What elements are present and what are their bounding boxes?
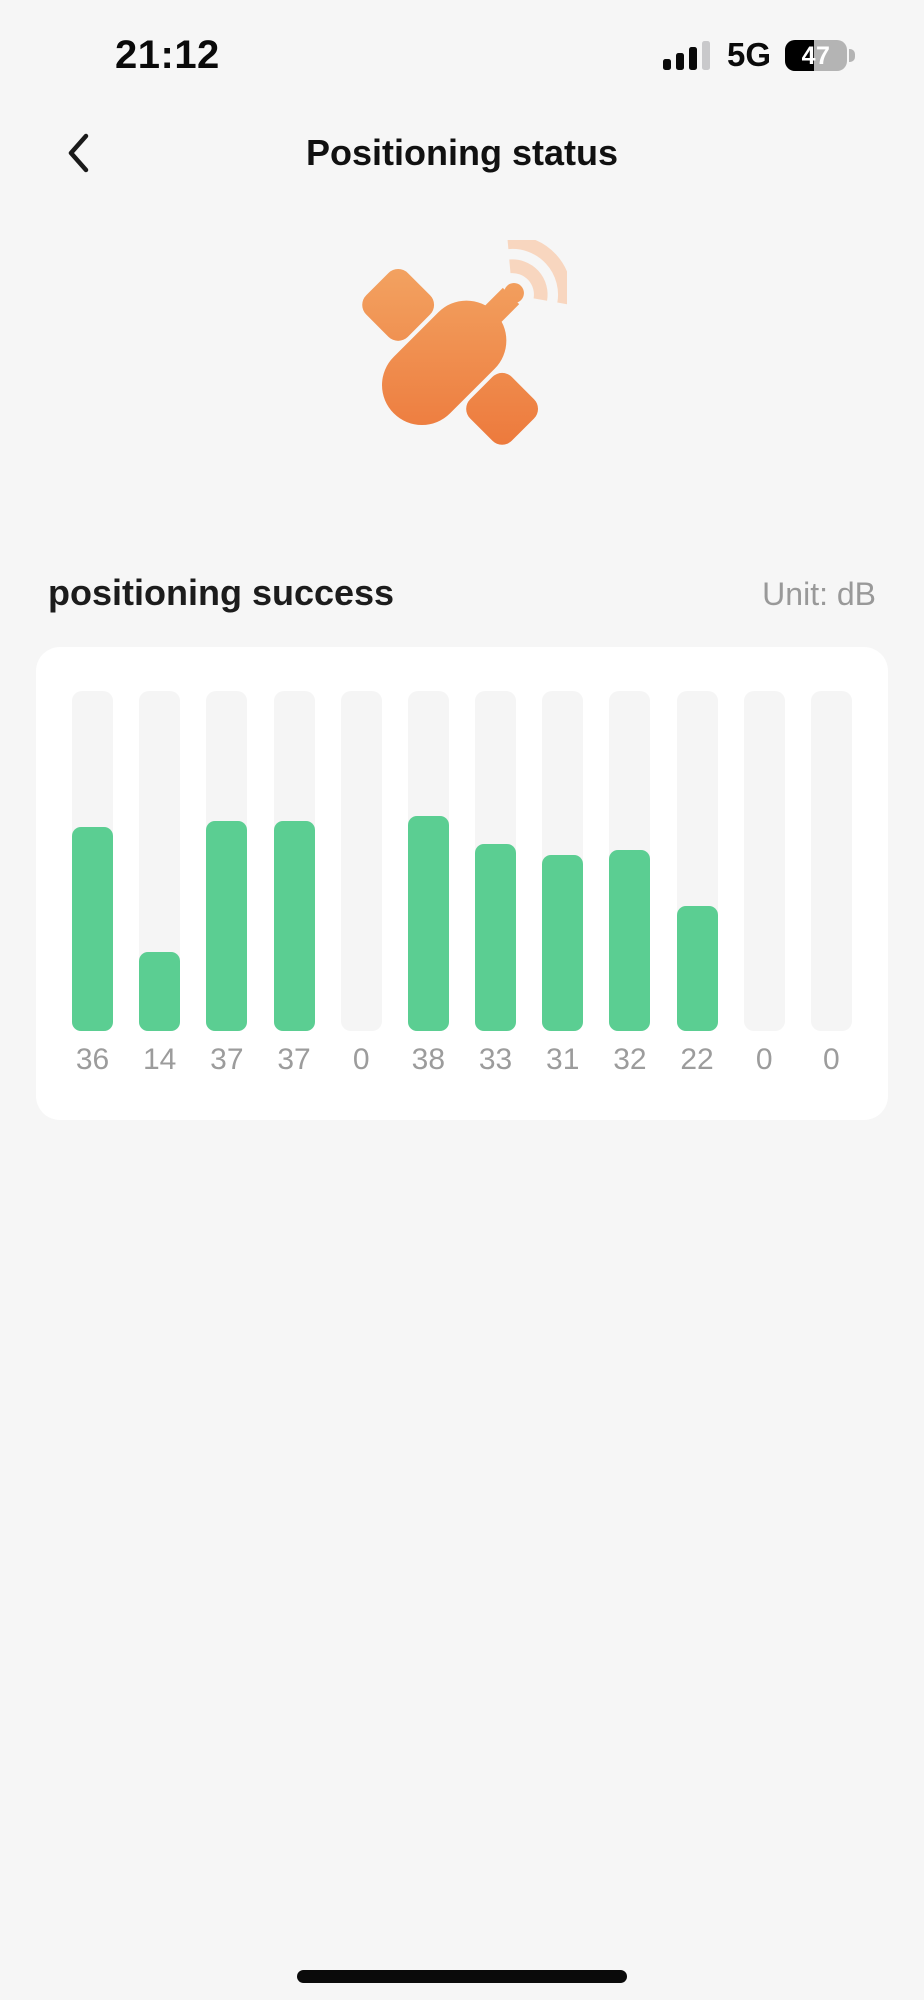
- chart-card: 36 14 37 37 0 38 33 31 32 22 0 0: [36, 647, 888, 1120]
- bar-value-label: 36: [75, 1043, 110, 1076]
- chart-bar: 32: [609, 691, 651, 1076]
- bar-track: [475, 691, 517, 1031]
- bar-fill: [676, 906, 718, 1031]
- chart-bar: 37: [206, 691, 248, 1076]
- battery-fill: [785, 39, 815, 71]
- bar-track: [340, 691, 382, 1031]
- bar-value-label: 0: [755, 1043, 773, 1076]
- bar-fill: [475, 844, 517, 1031]
- satellite-icon: [362, 240, 567, 445]
- bar-fill: [206, 821, 248, 1031]
- status-bar: 21:12 5G 47: [0, 0, 924, 110]
- chart-bar: 33: [475, 691, 517, 1076]
- bar-fill: [139, 951, 181, 1031]
- chart-bar: 37: [273, 691, 315, 1076]
- satellite-body: [382, 300, 507, 425]
- bar-value-label: 38: [411, 1043, 446, 1076]
- signal-waves: [507, 240, 567, 305]
- bar-fill: [273, 821, 315, 1031]
- chart-bar: 22: [676, 691, 718, 1076]
- section-header: positioning success Unit: dB: [0, 572, 924, 614]
- section-heading: positioning success: [48, 572, 395, 613]
- bar-track: [206, 691, 248, 1031]
- unit-label: Unit: dB: [762, 576, 876, 612]
- bar-value-label: 0: [823, 1043, 840, 1076]
- bar-track: [273, 691, 315, 1031]
- bar-track: [609, 691, 651, 1031]
- chart-bar: 38: [407, 691, 449, 1076]
- chart-bar: 0: [810, 691, 852, 1076]
- bar-value-label: 37: [277, 1043, 311, 1076]
- chart-bar: 0: [340, 691, 382, 1076]
- bar-value-label: 22: [680, 1043, 714, 1076]
- cellular-signal-icon: [662, 40, 710, 70]
- bar-track: [72, 691, 113, 1031]
- back-button[interactable]: [48, 110, 108, 195]
- battery-icon: 47: [785, 39, 855, 71]
- bar-track: [407, 691, 449, 1031]
- bar-track: [139, 691, 181, 1031]
- battery-cap: [849, 48, 855, 62]
- bar-fill: [407, 815, 449, 1031]
- nav-bar: Positioning status: [0, 110, 924, 195]
- chart-bar: 36: [72, 691, 113, 1076]
- satellite-illustration: [0, 240, 924, 450]
- bar-value-label: 14: [142, 1043, 177, 1076]
- bar-value-label: 0: [352, 1043, 370, 1076]
- status-time: 21:12: [115, 32, 220, 77]
- chevron-left-icon: [68, 133, 89, 172]
- chart-bar: 0: [743, 691, 785, 1076]
- bar-track: [542, 691, 584, 1031]
- bar-track: [743, 691, 785, 1031]
- solar-panel-left: [362, 268, 435, 341]
- network-type-label: 5G: [726, 36, 771, 73]
- status-icons: 5G 47: [662, 36, 855, 74]
- bar-fill: [542, 855, 584, 1031]
- chart-bar: 14: [139, 691, 181, 1076]
- battery-percent: 47: [801, 41, 831, 70]
- bar-fill: [72, 827, 113, 1031]
- chart-bar: 31: [542, 691, 584, 1076]
- bar-fill: [609, 849, 651, 1031]
- bar-track: [676, 691, 718, 1031]
- bar-value-label: 33: [478, 1043, 513, 1076]
- bar-value-label: 32: [613, 1043, 647, 1076]
- bar-value-label: 31: [546, 1043, 580, 1076]
- solar-panel-right: [466, 372, 539, 445]
- bar-value-label: 37: [210, 1043, 244, 1076]
- home-indicator[interactable]: [297, 1970, 627, 1983]
- bar-chart: 36 14 37 37 0 38 33 31 32 22 0 0: [72, 691, 852, 1076]
- battery-body: 47: [785, 39, 847, 71]
- page-title: Positioning status: [305, 131, 618, 173]
- bar-track: [810, 691, 852, 1031]
